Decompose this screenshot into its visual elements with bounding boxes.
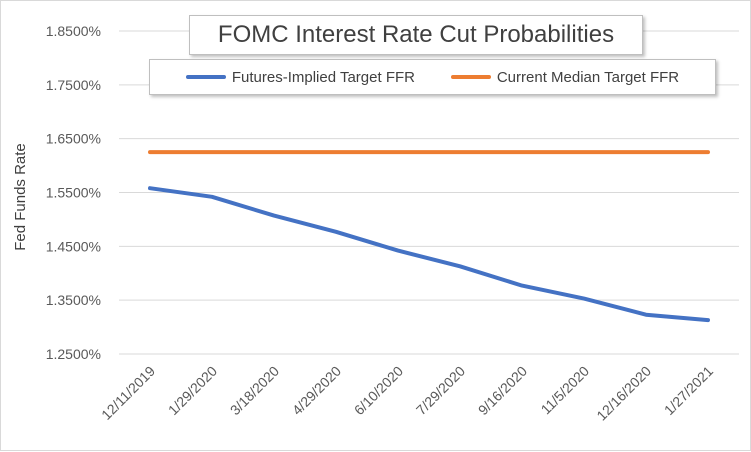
x-tick-label: 6/10/2020 [351,363,407,419]
x-tick-label: 1/29/2020 [165,363,221,419]
x-tick-label: 9/16/2020 [475,363,531,419]
series-line-futures-implied [148,186,710,323]
legend-entry-futures: Futures-Implied Target FFR [185,68,415,86]
x-tick-label: 4/29/2020 [289,363,345,419]
x-tick-label: 7/29/2020 [413,363,469,419]
x-tick-label: 11/5/2020 [537,363,592,418]
y-tick-label: 1.6500% [46,131,101,147]
legend-entry-median: Current Median Target FFR [450,68,680,86]
series-lines [148,150,710,323]
y-tick-label: 1.7500% [46,77,101,93]
legend-label-futures: Futures-Implied Target FFR [231,68,415,86]
legend-swatch-median [450,75,491,79]
y-tick-label: 1.5500% [46,185,101,201]
legend-swatch-futures [185,75,226,79]
x-tick-label: 12/11/2019 [98,363,158,423]
x-tick-label: 1/27/2021 [661,363,717,419]
legend-label-median: Current Median Target FFR [496,68,680,86]
y-tick-label: 1.4500% [46,238,101,254]
x-tick-label: 3/18/2020 [227,363,283,419]
chart-title-box: FOMC Interest Rate Cut Probabilities [189,15,643,55]
y-tick-label: 1.8500% [46,23,101,39]
chart-title: FOMC Interest Rate Cut Probabilities [217,21,615,48]
x-tick-label: 12/16/2020 [593,363,654,424]
y-tick-label: 1.2500% [46,346,101,362]
y-axis-title: Fed Funds Rate [12,143,29,251]
legend: Futures-Implied Target FFR Current Media… [149,59,716,95]
y-tick-label: 1.3500% [46,292,101,308]
